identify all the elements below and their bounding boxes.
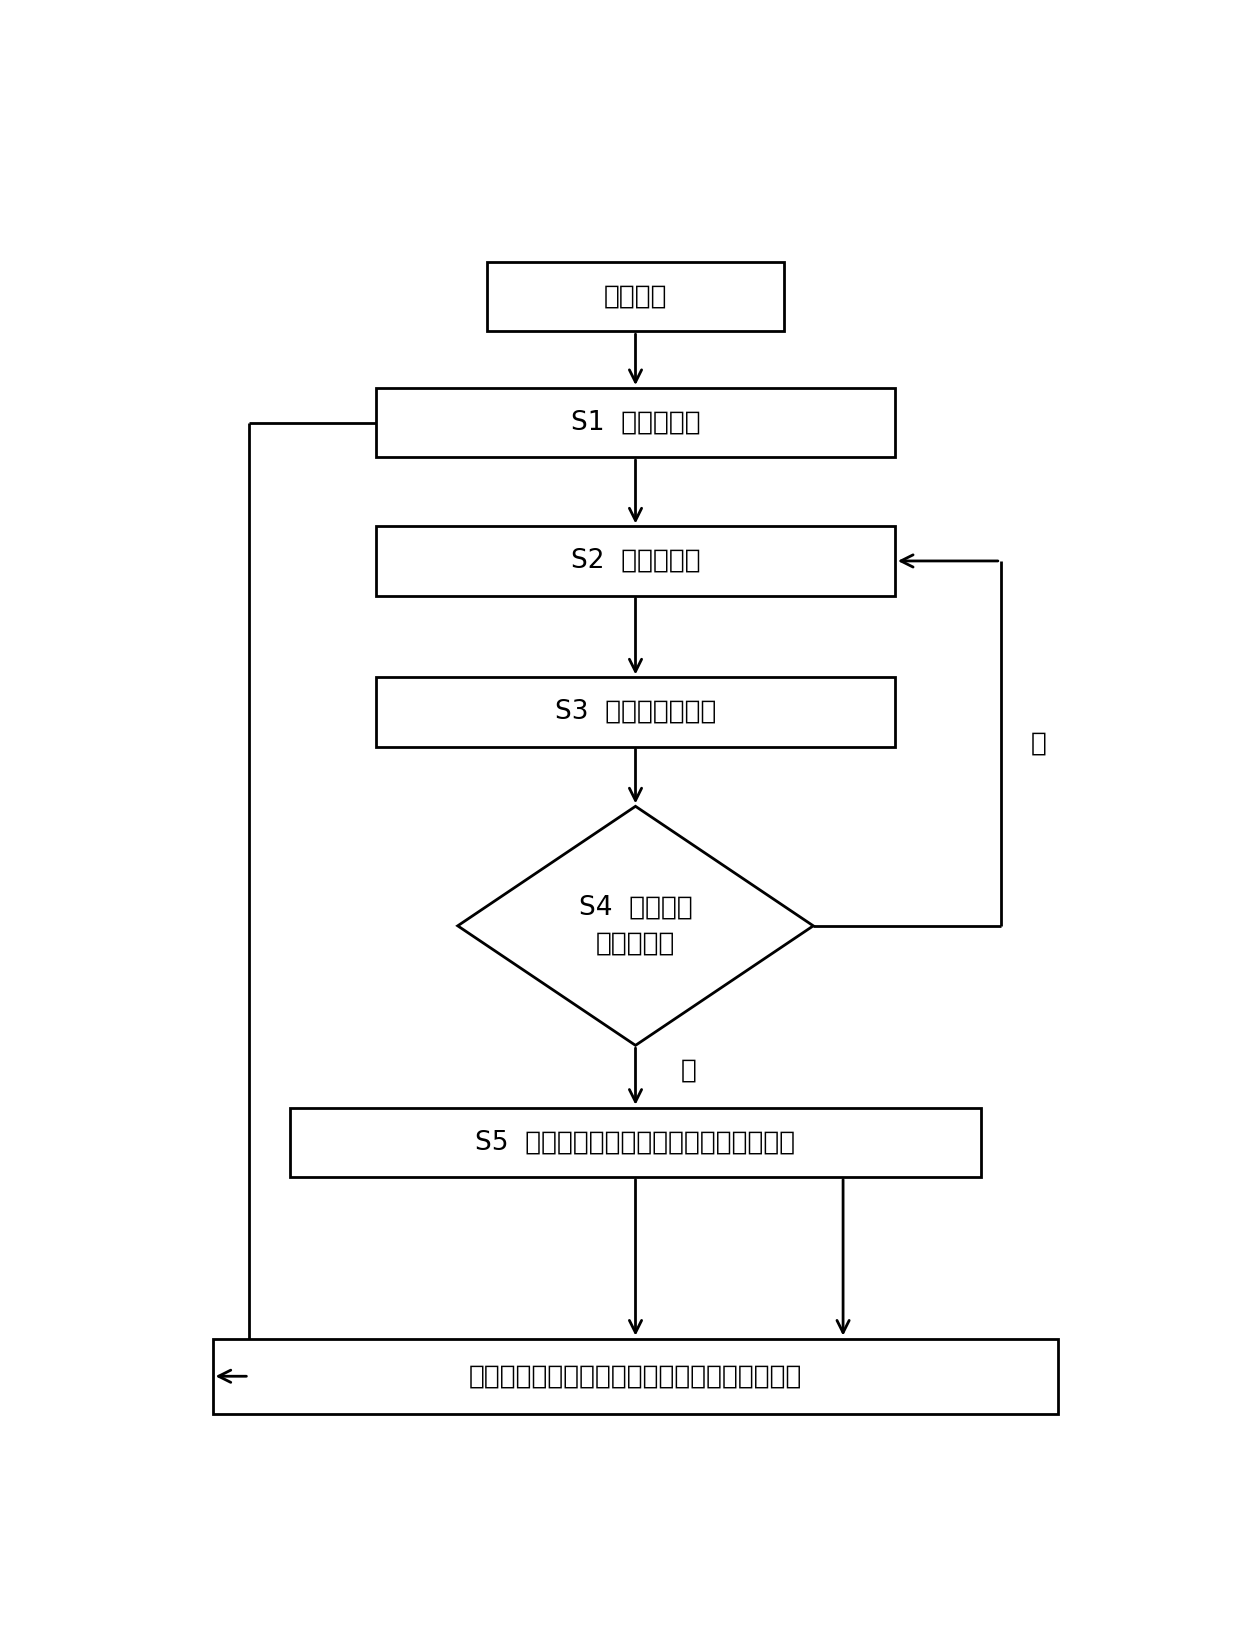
Bar bbox=[376, 387, 895, 458]
Bar bbox=[213, 1338, 1058, 1413]
Text: S2  定步长移位: S2 定步长移位 bbox=[570, 547, 701, 574]
Text: 根据移位后的距离和移位距离，计算目标的距离: 根据移位后的距离和移位距离，计算目标的距离 bbox=[469, 1363, 802, 1389]
Text: S3  能量归一化求和: S3 能量归一化求和 bbox=[554, 699, 717, 725]
Bar bbox=[486, 261, 785, 332]
Bar bbox=[376, 678, 895, 747]
Text: 否: 否 bbox=[1032, 730, 1047, 757]
Polygon shape bbox=[458, 806, 813, 1046]
Bar bbox=[290, 1108, 982, 1176]
Text: S4  是否移位
达到一个周: S4 是否移位 达到一个周 bbox=[579, 895, 692, 958]
Text: S1  距离粗计算: S1 距离粗计算 bbox=[570, 410, 701, 436]
Bar bbox=[376, 526, 895, 595]
Text: 中频信号: 中频信号 bbox=[604, 284, 667, 310]
Text: 是: 是 bbox=[681, 1057, 697, 1083]
Text: S5  找到移位归一化能量和最大或者最小値: S5 找到移位归一化能量和最大或者最小値 bbox=[475, 1129, 796, 1155]
